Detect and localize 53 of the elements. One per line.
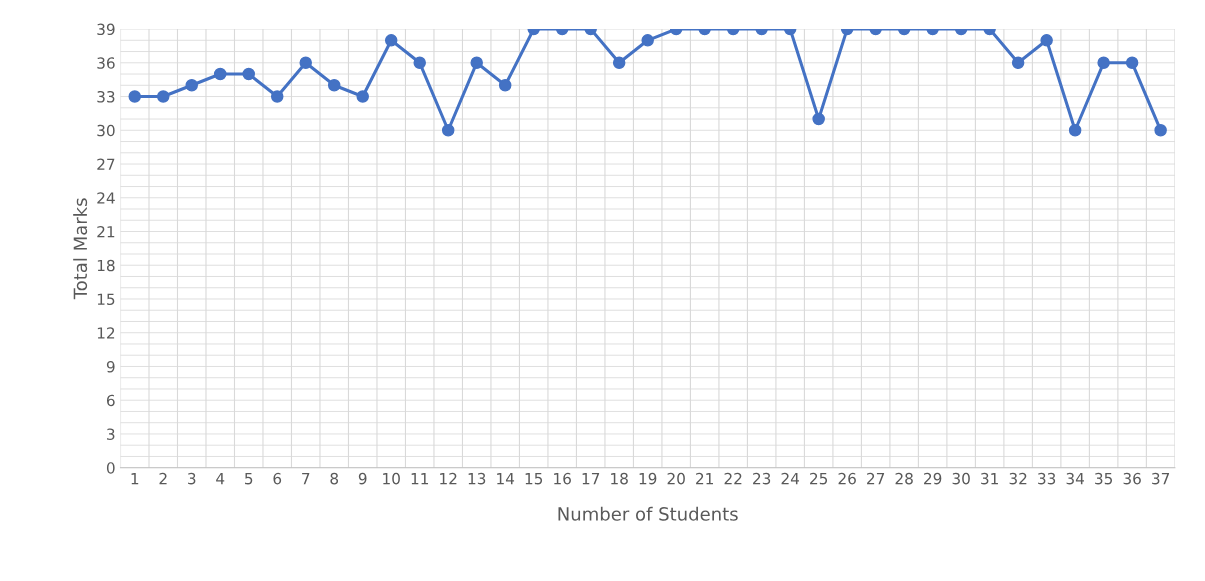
x-tick-label: 5 — [245, 473, 253, 485]
x-tick-label: 9 — [358, 472, 367, 485]
x-tick-label: 30 — [952, 472, 970, 485]
y-tick-label: 39 — [97, 23, 115, 36]
x-tick-label: 1 — [131, 473, 139, 485]
y-tick-label: 30 — [97, 124, 115, 137]
y-tick-label: 12 — [97, 327, 115, 339]
y-tick-label: 21 — [97, 225, 115, 238]
x-tick-label: 26 — [838, 472, 856, 485]
x-tick-label: 20 — [667, 472, 685, 485]
x-tick-label: 7 — [302, 473, 310, 485]
x-tick-label: 34 — [1066, 472, 1084, 485]
x-tick-label: 12 — [440, 472, 457, 485]
x-tick-label: 36 — [1123, 472, 1141, 485]
x-tick-label: 18 — [611, 472, 628, 485]
x-tick-label: 14 — [497, 473, 515, 485]
x-tick-label: 16 — [554, 472, 571, 485]
y-tick-label: 9 — [106, 360, 115, 373]
x-tick-label: 33 — [1038, 472, 1056, 485]
y-tick-label: 15 — [97, 293, 115, 306]
x-tick-label: 32 — [1009, 472, 1027, 485]
y-tick-label: 6 — [106, 394, 115, 407]
x-tick-label: 3 — [188, 472, 196, 485]
y-tick-label: 36 — [97, 57, 115, 69]
x-tick-label: 24 — [781, 472, 800, 485]
x-tick-label: 23 — [753, 472, 771, 485]
x-tick-label: 22 — [724, 472, 742, 485]
x-tick-label: 17 — [582, 473, 600, 485]
x-tick-label: 13 — [468, 472, 486, 485]
x-tick-label: 19 — [639, 472, 657, 485]
x-tick-label: 10 — [383, 472, 400, 485]
y-axis-title: Total Marks — [73, 198, 88, 300]
y-tick-label: 24 — [97, 192, 115, 204]
x-tick-label: 8 — [330, 472, 339, 485]
x-tick-label: 35 — [1095, 472, 1113, 485]
x-tick-label: 4 — [216, 473, 225, 485]
x-tick-label: 31 — [981, 472, 998, 485]
x-axis-title: Number of Students — [558, 506, 738, 521]
y-tick-label: 0 — [106, 462, 115, 474]
x-tick-label: 25 — [810, 472, 828, 485]
x-tick-label: 6 — [273, 472, 282, 485]
x-tick-label: 2 — [159, 472, 167, 485]
x-tick-label: 11 — [411, 473, 429, 485]
x-tick-label: 28 — [895, 472, 913, 485]
x-tick-label: 27 — [867, 472, 885, 485]
y-tick-label: 3 — [107, 428, 115, 440]
y-tick-label: 27 — [97, 158, 115, 170]
x-tick-label: 21 — [696, 472, 713, 485]
y-tick-label: 33 — [97, 91, 115, 103]
x-tick-label: 37 — [1152, 472, 1170, 485]
y-tick-label: 18 — [97, 259, 115, 272]
x-tick-label: 29 — [924, 472, 942, 485]
x-tick-label: 15 — [525, 473, 543, 485]
